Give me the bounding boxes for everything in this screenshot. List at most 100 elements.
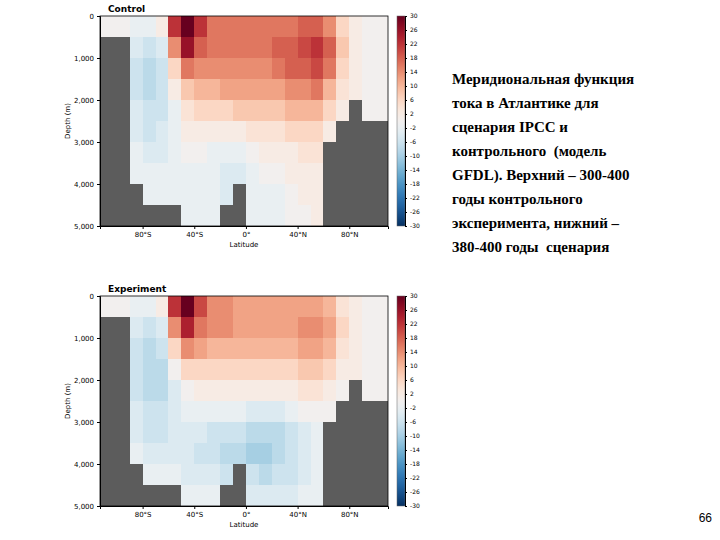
cell: [181, 422, 195, 444]
land: [100, 422, 117, 444]
land: [349, 100, 363, 122]
colorbar-tick-label: -18: [410, 460, 420, 467]
cell: [311, 464, 325, 486]
cell: [349, 296, 363, 318]
cell: [220, 100, 234, 122]
colorbar-tick-label: -30: [410, 222, 420, 229]
cell: [207, 296, 221, 318]
cell: [311, 317, 325, 339]
colorbar-tick-label: -22: [410, 474, 420, 481]
cell: [298, 422, 312, 444]
cell: [194, 205, 208, 226]
colorbar-tick-mark: [405, 72, 407, 73]
colorbar-tick-mark: [405, 310, 407, 311]
colorbar-tick: -30: [405, 222, 420, 229]
y-tick-label: 2,000: [74, 97, 94, 105]
land: [336, 163, 350, 185]
cell: [336, 100, 350, 122]
cell: [362, 79, 376, 101]
cell: [285, 79, 299, 101]
x-tick-label: 80°N: [341, 511, 359, 519]
cell: [207, 58, 221, 80]
cell: [194, 142, 208, 164]
cell: [130, 58, 144, 80]
land: [233, 464, 247, 486]
cell: [233, 16, 247, 38]
cell: [194, 58, 208, 80]
plot-background: [100, 16, 388, 226]
colorbar-tick-mark: [405, 212, 407, 213]
caption-line: Меридиональная функция: [452, 71, 634, 87]
cell: [220, 184, 234, 206]
y-tick: 1,000: [74, 335, 100, 343]
cell: [181, 79, 195, 101]
x-tick-mark: [349, 226, 350, 229]
colorbar-tick-label: -10: [410, 432, 420, 439]
colorbar-tick: 30: [405, 292, 418, 299]
cell: [143, 380, 157, 402]
page: 01,0002,0003,0004,0005,00080°S40°S0°40°N…: [0, 0, 720, 540]
cell: [143, 58, 157, 80]
cell: [298, 163, 312, 185]
cell: [285, 380, 299, 402]
cell: [130, 422, 144, 444]
cell: [246, 485, 260, 506]
cell: [130, 142, 144, 164]
colorbar-tick: 26: [405, 306, 418, 313]
x-tick: 40°S: [186, 506, 203, 519]
cell: [311, 163, 325, 185]
cell: [246, 317, 260, 339]
cell: [143, 121, 157, 143]
cell: [207, 163, 221, 185]
colorbar-tick-label: 14: [410, 68, 418, 75]
caption: Меридиональная функциятока в Атлантике д…: [452, 71, 634, 255]
cells: [100, 16, 388, 226]
y-tick-mark: [97, 464, 100, 465]
cell: [285, 485, 299, 506]
y-tick-label: 5,000: [74, 503, 94, 511]
cell: [362, 100, 376, 122]
x-tick-label: 40°S: [186, 511, 203, 519]
cell: [233, 121, 247, 143]
cell: [168, 380, 182, 402]
land: [323, 184, 337, 206]
cell: [375, 296, 388, 318]
cell: [336, 359, 350, 381]
y-tick: 3,000: [74, 139, 100, 147]
y-tick: 3,000: [74, 419, 100, 427]
colorbar-tick-mark: [405, 296, 407, 297]
land: [117, 205, 131, 226]
cell: [220, 338, 234, 360]
colorbar-tick: -14: [405, 446, 420, 453]
land: [349, 422, 363, 444]
y-tick-mark: [97, 58, 100, 59]
colorbar-tick: 18: [405, 334, 418, 341]
cell: [220, 317, 234, 339]
cell: [323, 296, 337, 318]
cell: [168, 37, 182, 59]
cell: [349, 37, 363, 59]
y-tick-label: 2,000: [74, 377, 94, 385]
y-axis-line: [97, 297, 101, 507]
y-tick-label: 1,000: [74, 335, 94, 343]
cell: [285, 205, 299, 226]
colorbar-tick-mark: [405, 366, 407, 367]
cell: [194, 37, 208, 59]
colorbar-tick-mark: [405, 380, 407, 381]
x-tick-label: 0°: [242, 231, 250, 239]
cell: [336, 296, 350, 318]
land: [362, 142, 376, 164]
x-tick-label: 40°S: [186, 231, 203, 239]
cell: [156, 338, 170, 360]
land: [117, 100, 131, 122]
cell: [323, 380, 337, 402]
cell: [168, 296, 182, 318]
cell: [194, 121, 208, 143]
colorbar-tick-label: -22: [410, 194, 420, 201]
colorbar-tick-label: -26: [410, 208, 420, 215]
caption-line: контрольного (модель: [452, 143, 606, 160]
colorbar-tick: 10: [405, 362, 418, 369]
cell: [181, 443, 195, 465]
land: [336, 464, 350, 486]
cell: [207, 380, 221, 402]
